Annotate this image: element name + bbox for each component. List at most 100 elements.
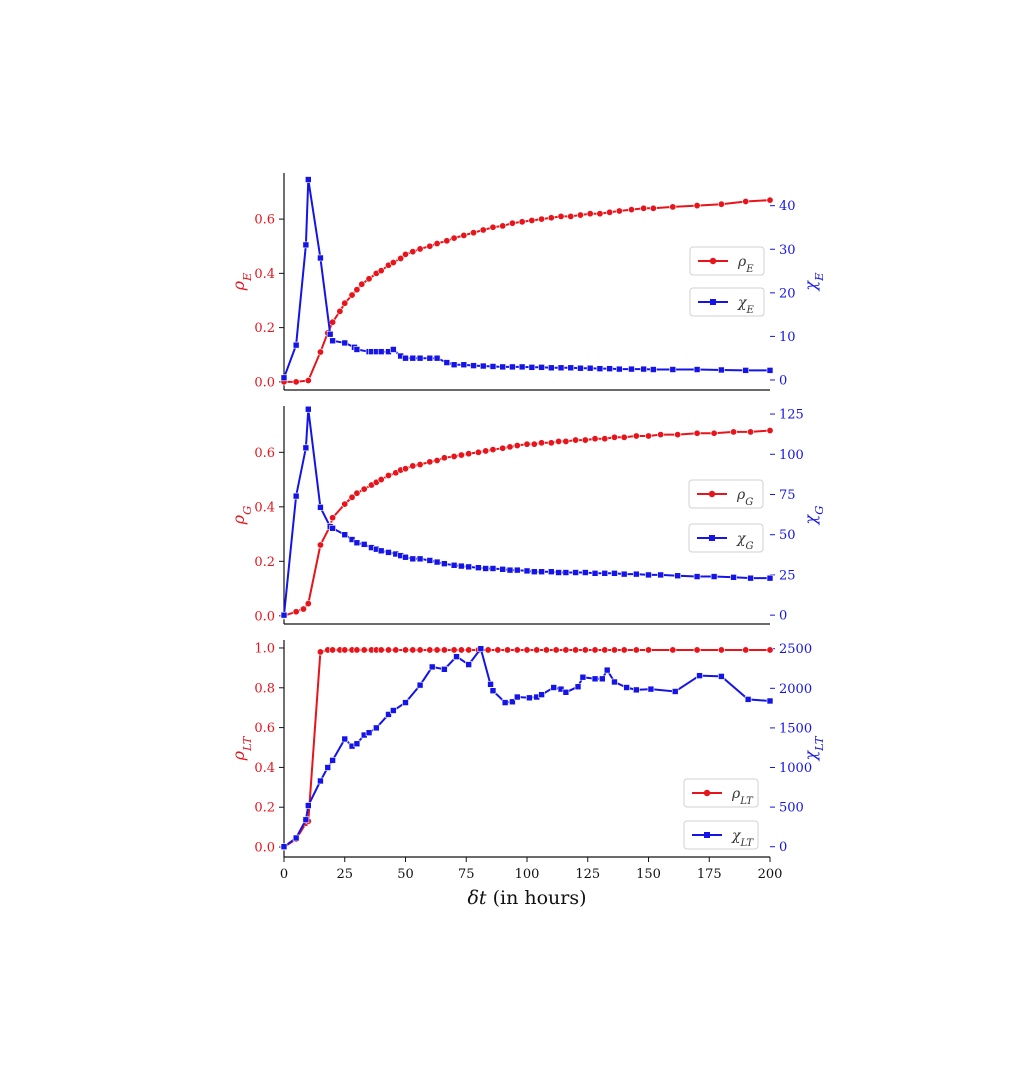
data-point [586,364,594,372]
left-tick-label: 0.4 [254,761,275,776]
data-point [479,362,487,370]
data-point [528,216,536,224]
data-point [450,561,458,569]
panel-middle: 0.0 0.2 0.4 0.6 0 25 50 75 100 125 ρG χG ρG χG [229,405,826,625]
data-point [650,366,657,373]
data-point [562,569,570,576]
data-point [353,346,361,353]
right-tick-label: 100 [779,448,804,463]
data-point [674,431,682,439]
data-point [766,646,774,654]
legend-label: χE [737,295,754,316]
right-tick-label: 30 [779,243,796,258]
data-point [384,471,392,479]
data-point [538,364,545,371]
data-point [562,688,570,696]
data-point [292,378,300,386]
data-point [390,707,397,714]
data-point [302,816,310,824]
data-point [591,675,599,683]
legend-marker [704,832,710,838]
right-tick-label: 125 [779,408,804,423]
data-point [457,451,465,459]
data-point [377,476,385,484]
data-point [501,699,509,706]
data-point [292,492,300,500]
data-point [302,444,310,452]
data-point [538,691,545,698]
data-point [628,365,635,373]
data-point [450,361,458,369]
data-point [426,557,434,564]
data-point [460,361,468,369]
legend-χLT: χLT [683,820,759,850]
data-point [416,646,424,654]
right-tick-label: 20 [779,286,796,301]
data-point [433,456,441,464]
data-point [611,570,618,577]
data-point [596,210,604,218]
data-point [742,367,750,374]
data-point [657,431,665,439]
data-point [443,359,451,366]
data-point [499,363,507,371]
data-point [693,429,701,437]
data-point [766,697,774,705]
legend-ρLT: ρLT [683,778,759,808]
data-point [474,448,482,456]
panel-top: 0.0 0.2 0.4 0.6 0 10 20 30 40 ρE χE ρE χE [229,173,826,391]
data-point [409,555,417,563]
right-tick-label: 500 [779,801,804,816]
data-point [433,240,441,248]
data-point [385,711,392,718]
data-point [610,646,618,654]
data-point [572,569,579,576]
data-point [620,570,628,578]
data-point [623,684,630,691]
data-point [579,673,587,681]
left-tick-label: 0.8 [254,681,275,696]
data-point [669,646,677,654]
left-tick-label: 0.2 [254,555,275,570]
right-axis-title: χG [801,506,826,526]
right-tick-label: 1500 [779,721,812,736]
left-tick-label: 0.4 [254,500,275,515]
data-point [489,223,497,231]
data-point [633,570,640,578]
legend-ρE: ρE [689,246,765,276]
data-point [416,461,424,469]
data-point [341,500,349,508]
data-point [620,433,628,441]
data-point [441,666,448,673]
right-tick-label: 2000 [779,682,812,697]
data-point [428,663,436,671]
x-tick-label: 75 [458,867,475,882]
data-point [730,574,737,581]
data-point [365,729,373,736]
series-line-ρG [283,429,771,617]
data-point [526,694,533,702]
data-point [302,241,310,249]
x-tick-label: 200 [758,867,783,882]
legend-marker [703,789,711,797]
data-point [457,646,465,654]
data-point [601,570,609,577]
data-point [450,646,458,654]
data-point [693,202,701,210]
data-point [401,646,409,654]
data-point [523,440,531,448]
data-point [292,834,300,842]
data-point [465,646,473,654]
data-point [292,341,300,349]
data-point [326,330,334,338]
data-point [460,231,468,239]
legend-label: χG [736,531,754,552]
data-point [341,735,349,743]
data-point [482,565,489,572]
data-point [562,646,570,654]
legend-label: ρLT [731,786,754,807]
data-point [329,524,336,532]
data-point [304,377,312,385]
right-tick-label: 40 [779,199,796,214]
